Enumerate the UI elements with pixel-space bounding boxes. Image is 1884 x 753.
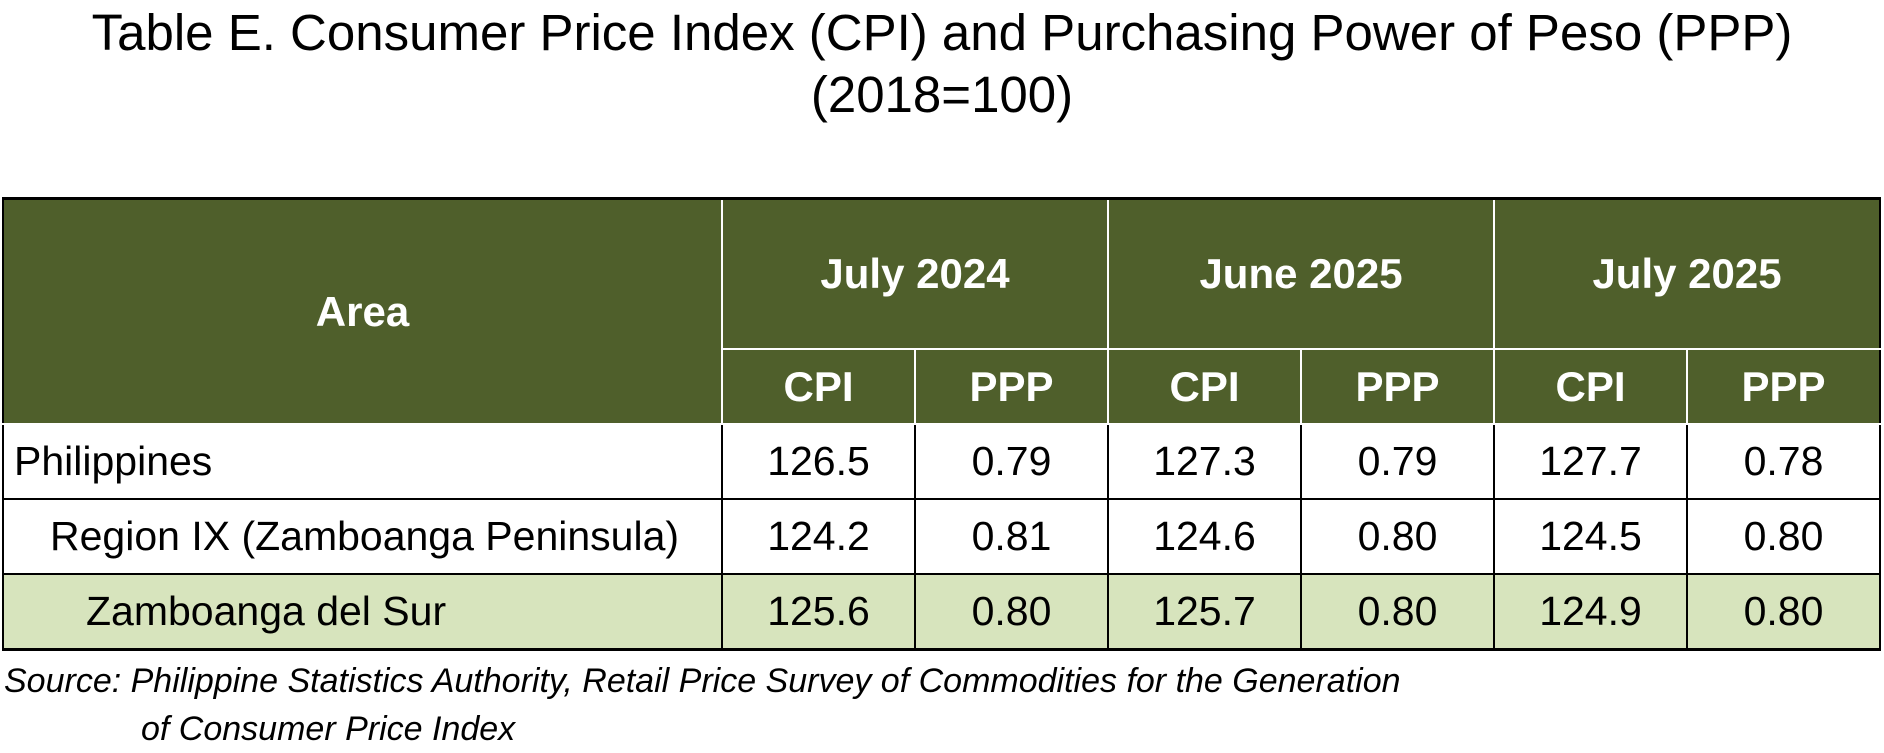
- table-row: Philippines 126.5 0.79 127.3 0.79 127.7 0.78: [2, 423, 1882, 500]
- area-cell: Zamboanga del Sur: [2, 573, 723, 651]
- cpi-ppp-table: Area July 2024 June 2025 July 2025 CPI P…: [2, 197, 1882, 651]
- table-row: Zamboanga del Sur 125.6 0.80 125.7 0.80 124.9…: [2, 573, 1882, 651]
- period-header: July 2025: [1493, 197, 1882, 350]
- ppp-value-cell: 0.80: [1299, 498, 1496, 575]
- measure-header: PPP: [1299, 348, 1496, 425]
- cpi-value-cell: 124.5: [1493, 498, 1689, 575]
- source-line-2: of Consumer Price Index: [141, 710, 516, 748]
- period-header: July 2024: [721, 197, 1109, 350]
- period-header: June 2025: [1106, 197, 1496, 350]
- source-note: Source: Philippine Statistics Authority,…: [4, 657, 1401, 753]
- area-cell: Region IX (Zamboanga Peninsula): [2, 498, 723, 575]
- ppp-value-cell: 0.79: [914, 423, 1109, 500]
- measure-header: PPP: [914, 348, 1109, 425]
- header-row-periods: Area July 2024 June 2025 July 2025: [2, 197, 1882, 425]
- ppp-value-cell: 0.81: [914, 498, 1109, 575]
- measure-header: CPI: [1107, 348, 1302, 425]
- subtitle-line: (2018=100): [810, 66, 1074, 123]
- ppp-value-cell: 0.80: [1299, 573, 1496, 651]
- cpi-value-cell: 125.7: [1107, 573, 1302, 651]
- measure-header: CPI: [1493, 348, 1689, 425]
- table-row: Region IX (Zamboanga Peninsula) 124.2 0.81…: [2, 498, 1882, 575]
- cpi-value-cell: 127.7: [1493, 423, 1689, 500]
- cpi-value-cell: 127.3: [1107, 423, 1302, 500]
- cpi-value-cell: 125.6: [721, 573, 916, 651]
- cpi-value-cell: 124.6: [1107, 498, 1302, 575]
- area-column-header: Area: [2, 197, 723, 425]
- cpi-value-cell: 124.9: [1493, 573, 1689, 651]
- ppp-value-cell: 0.80: [1686, 498, 1882, 575]
- measure-header: PPP: [1686, 348, 1882, 425]
- cpi-value-cell: 126.5: [721, 423, 916, 500]
- source-line-1: Source: Philippine Statistics Authority,…: [4, 662, 1401, 700]
- title-line: Table E. Consumer Price Index (CPI) and …: [91, 4, 1793, 61]
- ppp-value-cell: 0.80: [914, 573, 1109, 651]
- ppp-value-cell: 0.79: [1299, 423, 1496, 500]
- cpi-value-cell: 124.2: [721, 498, 916, 575]
- table-body: Philippines 126.5 0.79 127.3 0.79 127.7 0.78 Re…: [2, 423, 1882, 651]
- ppp-value-cell: 0.80: [1686, 573, 1882, 651]
- table-title: Table E. Consumer Price Index (CPI) and …: [0, 2, 1884, 126]
- area-cell: Philippines: [2, 423, 723, 500]
- measure-header: CPI: [721, 348, 916, 425]
- ppp-value-cell: 0.78: [1686, 423, 1882, 500]
- header-row-measures: CPI PPP CPI PPP CPI PPP: [3, 348, 1882, 425]
